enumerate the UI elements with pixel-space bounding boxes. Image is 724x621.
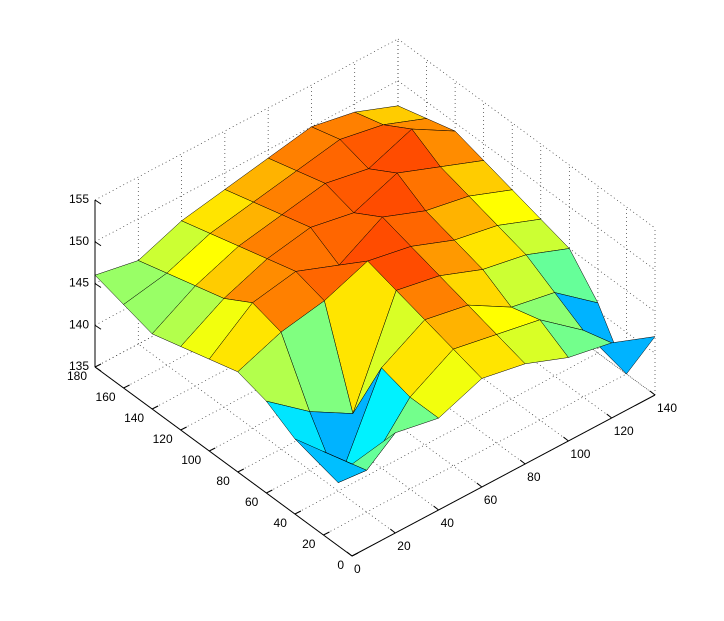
y-axis — [94, 366, 353, 557]
y-tick — [94, 363, 102, 368]
z-tick — [94, 283, 102, 288]
z-tick — [94, 366, 102, 372]
y-tick-label: 100 — [181, 453, 201, 467]
y-tick — [151, 405, 159, 410]
x-tick-label: 120 — [614, 424, 634, 438]
y-tick — [180, 426, 187, 431]
z-tick-label: 150 — [69, 234, 89, 248]
y-tick — [208, 447, 216, 452]
x-tick — [346, 551, 353, 557]
y-tick — [266, 489, 273, 494]
z-tick-label: 145 — [69, 276, 89, 290]
y-tick-label: 0 — [337, 558, 344, 572]
surface-patch — [323, 432, 396, 471]
y-tick — [123, 384, 130, 389]
z-tick — [94, 324, 102, 330]
x-tick — [433, 505, 439, 511]
x-tick-label: 80 — [527, 470, 541, 484]
y-tick-label: 180 — [67, 369, 87, 383]
y-tick-label: 160 — [96, 390, 116, 404]
x-tick-label: 20 — [397, 539, 411, 553]
x-tick — [519, 459, 526, 465]
x-tick — [563, 436, 569, 442]
z-tick-label: 135 — [69, 359, 89, 373]
y-tick — [237, 468, 245, 473]
y-tick — [351, 552, 359, 557]
y-tick-label: 80 — [216, 474, 230, 488]
x-tick-label: 60 — [484, 493, 498, 507]
x-tick-label: 100 — [570, 447, 590, 461]
y-tick-label: 140 — [124, 411, 144, 425]
y-tick-label: 20 — [302, 537, 316, 551]
z-tick — [94, 241, 102, 247]
x-tick-label: 140 — [657, 401, 677, 415]
x-tick — [606, 413, 613, 419]
x-tick — [476, 482, 483, 488]
z-tick-label: 155 — [69, 192, 89, 206]
y-tick-label: 40 — [274, 516, 288, 530]
x-tick — [649, 390, 656, 396]
x-tick-label: 40 — [441, 516, 455, 530]
x-tick-label: 0 — [354, 562, 361, 576]
y-tick-label: 60 — [245, 495, 259, 509]
x-tick — [389, 528, 396, 534]
x-axis — [351, 394, 656, 557]
z-tick — [94, 199, 102, 205]
y-tick — [323, 531, 330, 536]
y-tick-label: 120 — [153, 432, 173, 446]
y-tick — [294, 510, 302, 515]
z-tick-label: 140 — [69, 317, 89, 331]
